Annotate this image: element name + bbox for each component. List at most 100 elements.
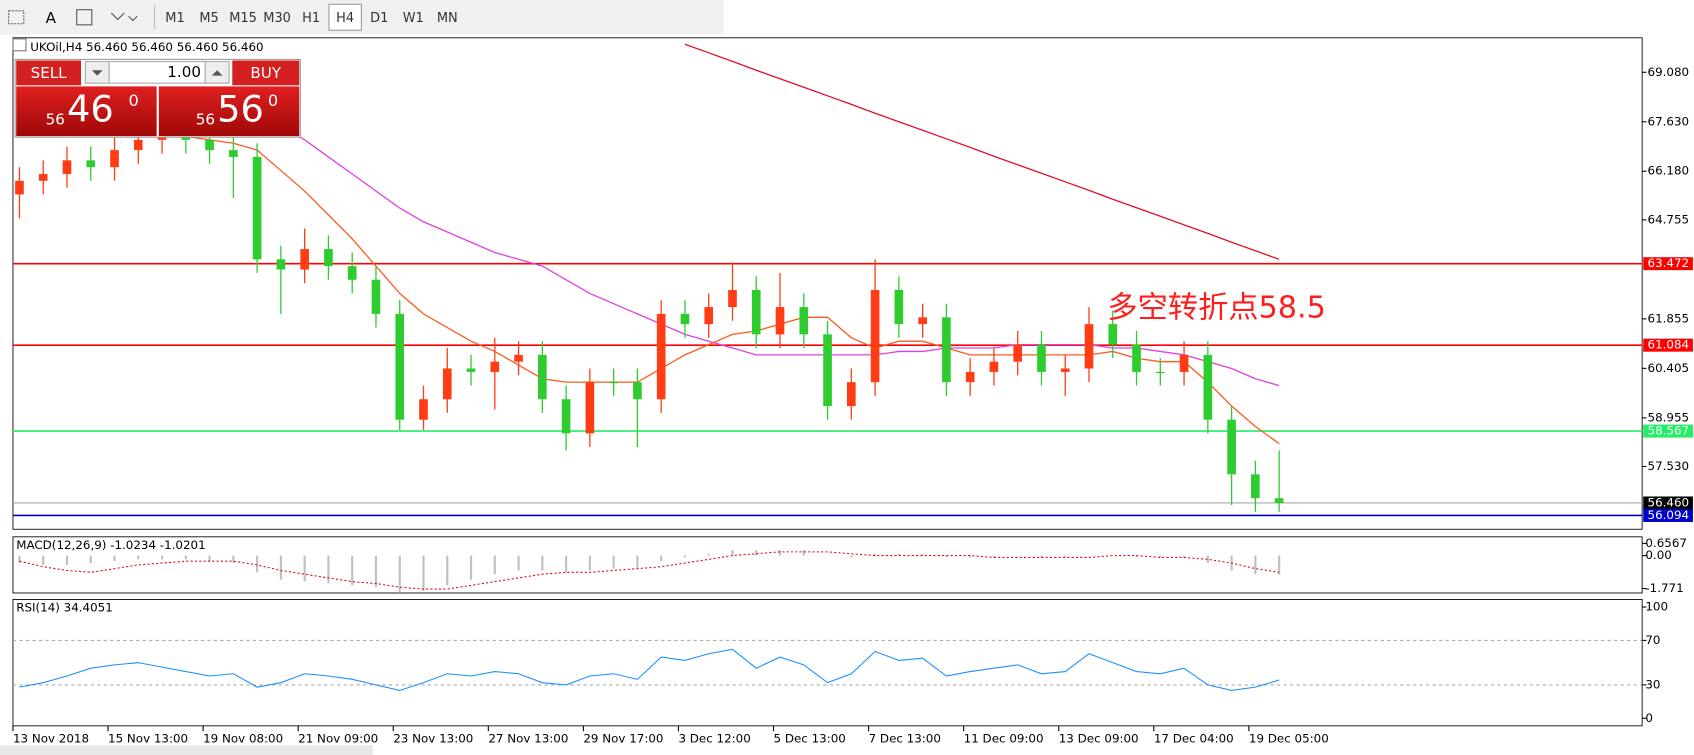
y-tick-label: 64.755 [1648, 212, 1690, 226]
y-tick-label: 100 [1645, 600, 1668, 614]
candle-body [395, 313, 405, 420]
price-tag [1643, 496, 1693, 510]
sell-price-big: 46 [67, 88, 114, 131]
macd-title: MACD(12,26,9) -1.0234 -1.0201 [16, 538, 205, 552]
candle-body [751, 290, 761, 335]
candle-body [86, 160, 96, 168]
y-tick-label: 69.080 [1648, 65, 1690, 79]
x-tick-label: 27 Nov 13:00 [488, 731, 568, 745]
candle-body [466, 368, 476, 372]
y-tick-label: 60.405 [1648, 361, 1690, 375]
candle-body [1084, 324, 1094, 369]
y-tick-label: 0.6567 [1645, 536, 1687, 550]
candle-body [728, 290, 737, 308]
price-tag-label: 63.472 [1648, 256, 1690, 270]
candle-body [514, 354, 523, 362]
candle-body [1013, 344, 1023, 362]
sell-button[interactable] [16, 60, 82, 86]
label-tool[interactable] [76, 9, 93, 26]
price-tag-label: 56.460 [1648, 495, 1690, 509]
candle-body [276, 259, 286, 270]
x-tick-label: 7 Dec 13:00 [869, 731, 941, 745]
candle-body [918, 317, 927, 325]
y-tick-label: 70 [1645, 633, 1660, 647]
sell-price-sup: 0 [129, 91, 139, 110]
symbol-icon [12, 38, 27, 52]
price-tag-label: 61.084 [1648, 338, 1690, 352]
candle-body [324, 249, 333, 267]
candle-body [205, 139, 214, 151]
y-tick-label: -1.771 [1645, 581, 1683, 595]
trade-panel: SELL 1.00 BUY 56 46 0 56 56 0 [14, 58, 301, 138]
buy-label[interactable]: BUY [250, 64, 281, 82]
candle-body [1132, 344, 1141, 372]
indicator-line [19, 648, 1280, 692]
sell-price-box[interactable] [16, 86, 157, 137]
candle-body [965, 371, 975, 383]
candle-body [823, 334, 832, 407]
sell-label[interactable]: SELL [31, 64, 68, 82]
x-tick-label: 19 Nov 08:00 [203, 731, 283, 745]
x-tick-label: 15 Nov 13:00 [108, 731, 188, 745]
candle-body [1108, 324, 1118, 345]
candle-body [799, 307, 809, 335]
y-tick-label: 67.630 [1648, 114, 1690, 128]
candle-body [704, 307, 714, 325]
candle-body [561, 399, 571, 434]
candle-body [942, 317, 951, 383]
x-tick-label: 3 Dec 12:00 [678, 731, 750, 745]
candle-body [490, 361, 500, 372]
price-tag [1643, 424, 1693, 438]
candle-body [656, 313, 666, 400]
timeframe-button[interactable]: M30 [263, 11, 291, 26]
candle-body [419, 399, 428, 420]
candle-body [1060, 368, 1070, 372]
y-tick-label: 0.00 [1645, 548, 1671, 562]
candle-body [870, 290, 880, 383]
buy-price-sup: 0 [268, 91, 278, 110]
crosshair-icon[interactable] [8, 10, 25, 25]
active-timeframe[interactable] [328, 3, 362, 31]
timeframe-button[interactable]: MN [437, 11, 458, 26]
price-tag [1643, 338, 1693, 352]
x-tick-label: 17 Dec 04:00 [1154, 731, 1234, 745]
text-tool[interactable]: A [46, 9, 57, 27]
candle-body [1251, 474, 1260, 499]
buy-price-big: 56 [217, 88, 264, 131]
timeframe-button[interactable]: H4 [336, 11, 354, 26]
rsi-title: RSI(14) 34.4051 [16, 601, 113, 615]
candle-body [633, 382, 642, 400]
x-tick-label: 23 Nov 13:00 [393, 731, 473, 745]
shapes-tool[interactable] [110, 12, 138, 22]
candle-body [347, 266, 357, 280]
candle-body [38, 173, 48, 181]
scrollbar[interactable] [0, 745, 373, 755]
rsi-frame [12, 599, 1643, 727]
candle-body [538, 354, 547, 400]
timeframe-button[interactable]: M1 [165, 11, 184, 26]
timeframe-button[interactable]: M15 [229, 11, 257, 26]
macd-frame [12, 536, 1643, 594]
lot-value[interactable]: 1.00 [167, 63, 201, 81]
price-tag-label: 58.567 [1648, 424, 1690, 438]
toolbar-rest [723, 0, 1694, 35]
timeframe-button[interactable]: H1 [302, 11, 320, 26]
price-tag [1643, 257, 1693, 271]
candle-body [775, 307, 785, 335]
x-tick-label: 21 Nov 09:00 [298, 731, 378, 745]
timeframe-button[interactable]: D1 [370, 11, 388, 26]
buy-button[interactable] [232, 60, 300, 86]
candle-body [609, 382, 618, 384]
down-arrow [91, 70, 103, 76]
timeframe-button[interactable]: W1 [403, 11, 424, 26]
y-tick-label: 57.530 [1648, 459, 1690, 473]
main-frame [12, 37, 1643, 530]
candle-body [62, 160, 72, 174]
timeframe-button[interactable]: M5 [199, 11, 218, 26]
up-arrow [211, 70, 223, 76]
candle-body [894, 290, 904, 325]
indicator-line [19, 551, 1280, 590]
buy-price-box[interactable] [158, 86, 300, 137]
